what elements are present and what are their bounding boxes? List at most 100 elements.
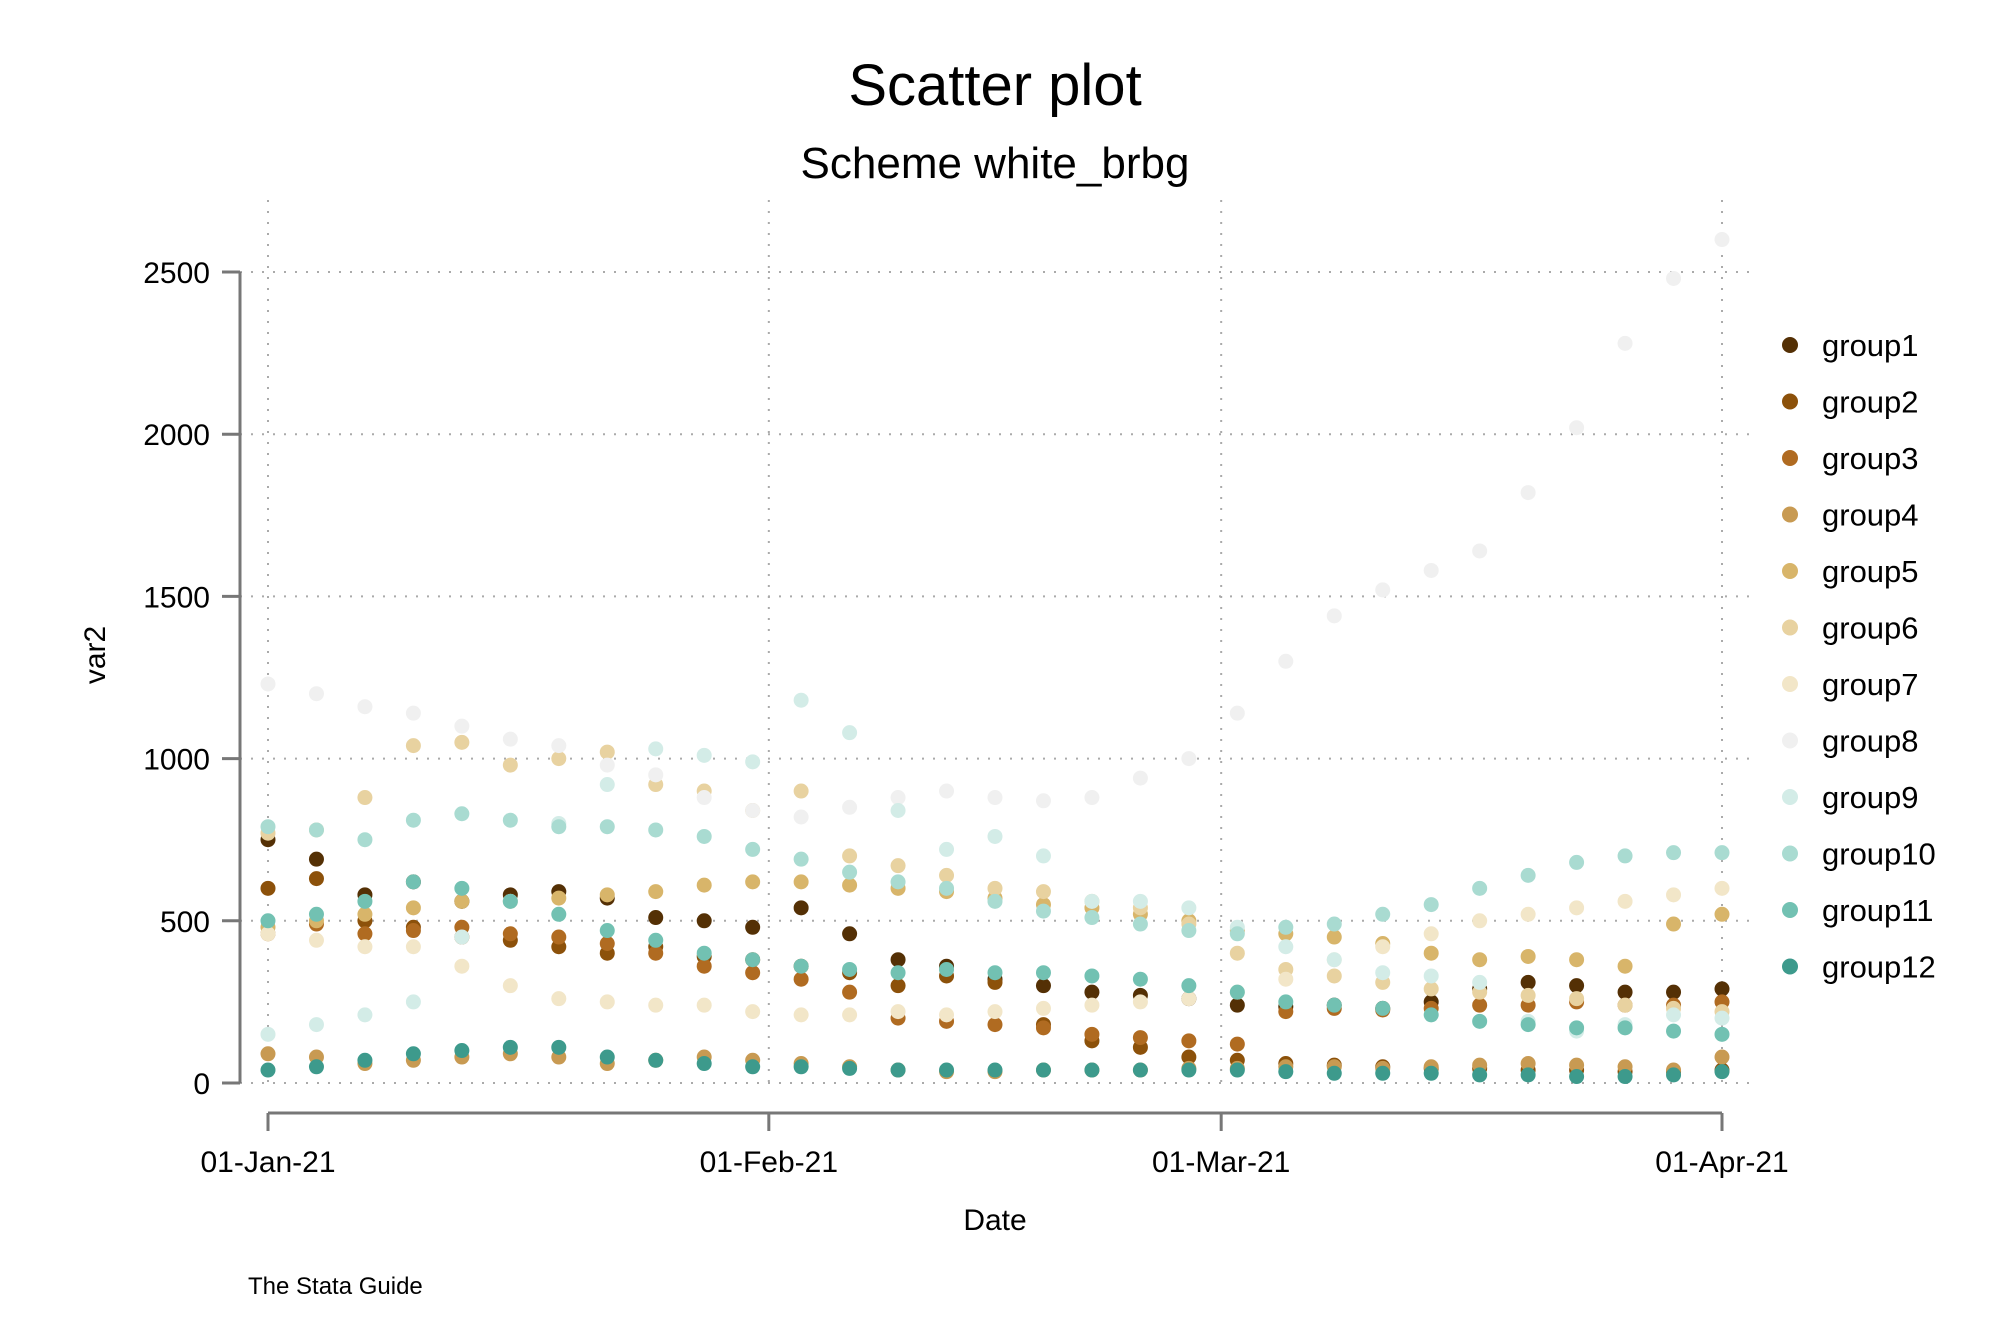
data-point-group2-0 bbox=[260, 880, 276, 896]
data-point-group1-11 bbox=[793, 900, 809, 916]
series-group12 bbox=[260, 1039, 1730, 1085]
y-tick-label: 2000 bbox=[143, 419, 210, 452]
data-point-group5-25 bbox=[1472, 952, 1488, 968]
data-point-group6-2 bbox=[357, 790, 373, 806]
legend-item-group5: group5 bbox=[1782, 554, 1919, 589]
data-point-group1-30 bbox=[1714, 981, 1730, 997]
data-point-group12-20 bbox=[1229, 1062, 1245, 1078]
data-point-group10-14 bbox=[939, 880, 955, 896]
legend-marker bbox=[1782, 732, 1798, 749]
data-point-group12-30 bbox=[1714, 1064, 1730, 1080]
data-point-group9-21 bbox=[1278, 939, 1294, 955]
data-point-group10-5 bbox=[502, 812, 518, 828]
data-point-group3-3 bbox=[405, 923, 421, 939]
legend-label: group5 bbox=[1822, 554, 1919, 589]
data-point-group7-11 bbox=[793, 1007, 809, 1023]
data-point-group10-10 bbox=[745, 841, 761, 857]
data-point-group9-25 bbox=[1472, 974, 1488, 990]
gridlines bbox=[240, 200, 1750, 1084]
data-point-group3-5 bbox=[502, 926, 518, 942]
data-point-group10-30 bbox=[1714, 845, 1730, 861]
legend-label: group8 bbox=[1822, 724, 1919, 759]
data-point-group7-2 bbox=[357, 939, 373, 955]
data-point-group5-10 bbox=[745, 874, 761, 890]
data-point-group11-2 bbox=[357, 893, 373, 909]
data-point-group12-9 bbox=[696, 1056, 712, 1072]
data-point-group11-1 bbox=[308, 906, 324, 922]
data-point-group7-0 bbox=[260, 926, 276, 942]
legend-item-group4: group4 bbox=[1782, 498, 1919, 533]
data-point-group5-27 bbox=[1569, 952, 1585, 968]
legend-label: group11 bbox=[1822, 893, 1933, 928]
legend-label: group3 bbox=[1822, 441, 1919, 476]
data-point-group1-1 bbox=[308, 851, 324, 867]
data-point-group8-14 bbox=[939, 783, 955, 799]
data-point-group10-21 bbox=[1278, 919, 1294, 935]
data-point-group12-19 bbox=[1181, 1062, 1197, 1078]
data-point-group10-11 bbox=[793, 851, 809, 867]
legend-label: group7 bbox=[1822, 667, 1919, 702]
data-point-group3-2 bbox=[357, 926, 373, 942]
data-point-group7-27 bbox=[1569, 900, 1585, 916]
data-point-group3-16 bbox=[1035, 1020, 1051, 1036]
data-point-group12-25 bbox=[1472, 1067, 1488, 1083]
data-point-group12-14 bbox=[939, 1062, 955, 1078]
data-point-group12-21 bbox=[1278, 1064, 1294, 1080]
y-tick-label: 1500 bbox=[143, 581, 210, 614]
data-point-group11-26 bbox=[1520, 1017, 1536, 1033]
data-point-group9-2 bbox=[357, 1007, 373, 1023]
data-point-group9-17 bbox=[1084, 893, 1100, 909]
data-point-group11-0 bbox=[260, 913, 276, 929]
legend: group1 group2 group3 group4 group5 group6 grou… bbox=[1782, 328, 1936, 985]
data-point-group1-9 bbox=[696, 913, 712, 929]
data-point-group11-23 bbox=[1375, 1000, 1391, 1016]
data-point-group6-22 bbox=[1326, 968, 1342, 984]
data-point-group11-15 bbox=[987, 965, 1003, 981]
data-point-group7-8 bbox=[648, 997, 664, 1013]
chart-note: The Stata Guide bbox=[248, 1273, 423, 1300]
data-point-group8-3 bbox=[405, 705, 421, 721]
legend-marker bbox=[1782, 845, 1798, 862]
data-point-group8-28 bbox=[1617, 335, 1633, 351]
data-point-group5-12 bbox=[842, 877, 858, 893]
data-point-group11-28 bbox=[1617, 1020, 1633, 1036]
data-point-group6-13 bbox=[890, 858, 906, 874]
data-point-group10-22 bbox=[1326, 916, 1342, 932]
data-point-group7-14 bbox=[939, 1007, 955, 1023]
chart-subtitle: Scheme white_brbg bbox=[801, 139, 1190, 188]
data-point-group3-17 bbox=[1084, 1026, 1100, 1042]
data-point-group10-16 bbox=[1035, 903, 1051, 919]
data-point-group7-18 bbox=[1132, 994, 1148, 1010]
legend-item-group10: group10 bbox=[1782, 837, 1936, 872]
legend-marker bbox=[1782, 563, 1798, 579]
legend-marker bbox=[1782, 337, 1798, 353]
data-point-group12-4 bbox=[454, 1043, 470, 1059]
data-point-group9-30 bbox=[1714, 1010, 1730, 1026]
data-point-group12-3 bbox=[405, 1046, 421, 1062]
data-point-group11-13 bbox=[890, 965, 906, 981]
data-point-group9-15 bbox=[987, 828, 1003, 844]
data-point-group11-6 bbox=[551, 906, 567, 922]
data-point-group3-15 bbox=[987, 1017, 1003, 1033]
data-point-group10-24 bbox=[1423, 897, 1439, 913]
data-point-group8-13 bbox=[890, 790, 906, 806]
data-point-group11-5 bbox=[502, 893, 518, 909]
data-point-group4-0 bbox=[260, 1046, 276, 1062]
data-point-group3-9 bbox=[696, 958, 712, 974]
data-point-group8-16 bbox=[1035, 793, 1051, 809]
series-group8 bbox=[260, 232, 1730, 825]
data-point-group9-8 bbox=[648, 741, 664, 757]
data-point-group12-29 bbox=[1666, 1067, 1682, 1083]
data-point-group6-24 bbox=[1423, 981, 1439, 997]
x-tick-label: 01-Mar-21 bbox=[1152, 1146, 1290, 1179]
data-point-group7-23 bbox=[1375, 939, 1391, 955]
data-point-group10-23 bbox=[1375, 906, 1391, 922]
data-point-group2-13 bbox=[890, 978, 906, 994]
legend-marker bbox=[1782, 902, 1798, 918]
data-point-group12-2 bbox=[357, 1052, 373, 1068]
data-point-group7-28 bbox=[1617, 893, 1633, 909]
data-point-group11-29 bbox=[1666, 1023, 1682, 1039]
data-point-group8-2 bbox=[357, 699, 373, 715]
data-point-group7-19 bbox=[1181, 991, 1197, 1007]
